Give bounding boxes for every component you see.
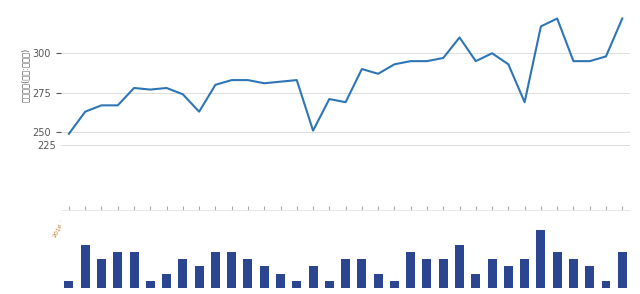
Bar (211, 252, 220, 288)
Bar (422, 259, 431, 288)
Bar (553, 252, 562, 288)
Bar (455, 245, 464, 288)
Bar (488, 259, 497, 288)
Bar (227, 252, 236, 288)
Bar (471, 274, 480, 288)
Bar (195, 266, 204, 288)
Bar (536, 230, 545, 288)
Bar (179, 259, 188, 288)
Bar (243, 259, 252, 288)
Bar (308, 266, 317, 288)
Bar (602, 281, 611, 288)
Bar (146, 281, 155, 288)
Bar (618, 252, 627, 288)
Bar (81, 245, 90, 288)
Bar (129, 252, 138, 288)
Bar (439, 259, 448, 288)
Bar (162, 274, 171, 288)
Bar (406, 252, 415, 288)
Bar (390, 281, 399, 288)
Bar (276, 274, 285, 288)
Bar (520, 259, 529, 288)
Bar (260, 266, 269, 288)
Bar (585, 266, 594, 288)
Bar (341, 259, 350, 288)
Bar (292, 281, 301, 288)
Bar (357, 259, 366, 288)
Bar (325, 281, 334, 288)
Bar (113, 252, 122, 288)
Bar (374, 274, 383, 288)
Bar (504, 266, 513, 288)
Bar (97, 259, 106, 288)
Bar (569, 259, 578, 288)
Y-axis label: 거래금액(단위:백만원): 거래금액(단위:백만원) (20, 48, 29, 103)
Bar (65, 281, 74, 288)
